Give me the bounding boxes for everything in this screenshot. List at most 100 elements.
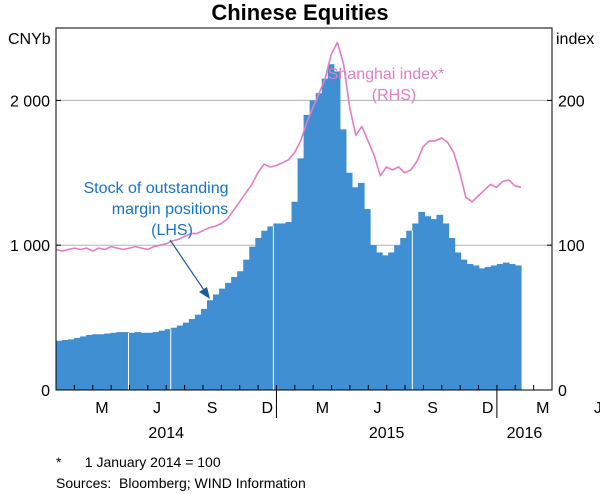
right-tick-label-1: 100 — [558, 238, 585, 255]
margin-label-line3: (LHS) — [151, 222, 193, 239]
margin-bar-23 — [194, 314, 202, 390]
margin-bar-66 — [454, 252, 462, 390]
margin-bar-2 — [68, 339, 75, 390]
margin-bar-20 — [176, 325, 184, 390]
margin-bar-62 — [430, 219, 438, 390]
margin-bar-61 — [424, 216, 432, 390]
margin-bar-1 — [62, 340, 69, 390]
right-axis-unit: index — [556, 31, 594, 48]
margin-bar-32 — [249, 246, 256, 390]
left-axis-unit: CNYb — [8, 31, 51, 48]
month-label-0: M — [95, 400, 108, 417]
year-label-0: 2014 — [148, 425, 184, 442]
margin-bar-38 — [285, 222, 293, 390]
margin-bar-53 — [376, 252, 383, 390]
margin-bar-64 — [442, 223, 450, 390]
margin-label-line2: margin positions — [112, 201, 229, 218]
plot-frame — [55, 27, 553, 391]
margin-bar-73 — [496, 264, 504, 390]
x-axis-year-labels: 2014 2015 2016 — [148, 390, 542, 442]
margin-bar-13 — [134, 332, 142, 390]
left-tick-label-1: 1 000 — [10, 238, 50, 255]
margin-bar-57 — [400, 237, 407, 390]
month-label-6: S — [427, 400, 438, 417]
margin-bar-15 — [146, 332, 154, 390]
margin-bar-52 — [370, 245, 377, 390]
margin-bar-69 — [472, 265, 480, 390]
right-tick-label-2: 200 — [558, 93, 585, 110]
left-tick-label-2: 2 000 — [10, 93, 50, 110]
margin-bar-19 — [170, 327, 178, 390]
margin-bar-14 — [140, 332, 148, 390]
margin-bar-47 — [339, 129, 347, 391]
footnote: * 1 January 2014 = 100 — [56, 454, 221, 470]
margin-bar-31 — [243, 259, 250, 390]
month-label-9: J — [594, 400, 600, 417]
margin-bar-59 — [412, 223, 419, 390]
year-label-1: 2015 — [369, 425, 405, 442]
margin-bar-74 — [502, 262, 510, 390]
margin-bar-39 — [291, 201, 299, 390]
margin-bar-41 — [303, 114, 311, 390]
margin-bar-26 — [213, 294, 220, 390]
left-tick-label-0: 0 — [41, 383, 50, 400]
margin-bar-44 — [321, 78, 329, 391]
margin-bar-70 — [478, 268, 486, 390]
margin-bar-46 — [333, 71, 341, 390]
margin-bar-35 — [267, 226, 275, 390]
margin-bar-24 — [200, 308, 208, 390]
margin-positions-bars — [56, 64, 522, 391]
margin-bar-8 — [104, 333, 111, 390]
left-axis-ticks: 0 1 000 2 000 — [10, 93, 61, 400]
margin-bar-0 — [56, 340, 63, 390]
margin-bar-10 — [116, 332, 124, 390]
margin-bar-22 — [188, 319, 196, 390]
margin-bar-60 — [418, 211, 425, 390]
margin-bar-34 — [261, 230, 268, 390]
month-label-4: M — [316, 400, 329, 417]
index-label-line2: (RHS) — [372, 87, 416, 104]
margin-bar-30 — [237, 271, 244, 390]
margin-bar-50 — [357, 182, 365, 390]
margin-bar-58 — [406, 230, 413, 390]
margin-bar-49 — [351, 187, 359, 390]
right-axis-ticks: 0 100 200 — [547, 93, 585, 400]
sources: Sources: Bloomberg; WIND Information — [56, 475, 306, 491]
margin-bar-42 — [309, 100, 317, 391]
margin-bar-7 — [98, 334, 105, 390]
margin-bar-40 — [297, 158, 305, 390]
margin-bar-25 — [206, 300, 214, 390]
margin-bar-28 — [225, 282, 232, 390]
margin-bar-55 — [388, 252, 395, 390]
margin-bar-76 — [514, 265, 522, 390]
margin-bar-72 — [490, 265, 498, 390]
margin-bar-68 — [466, 264, 474, 390]
margin-bar-54 — [382, 255, 389, 390]
month-label-5: J — [373, 400, 381, 417]
margin-bar-37 — [279, 223, 287, 390]
chart-title: Chinese Equities — [211, 0, 388, 25]
margin-bar-51 — [363, 209, 371, 390]
margin-label-arrow — [169, 239, 207, 294]
margin-bar-27 — [219, 288, 226, 390]
margin-bar-18 — [164, 329, 172, 390]
month-label-7: D — [482, 400, 494, 417]
margin-bar-6 — [92, 334, 99, 390]
month-label-3: D — [261, 400, 273, 417]
margin-bar-63 — [436, 214, 444, 390]
margin-bar-48 — [345, 172, 353, 390]
month-label-8: M — [536, 400, 549, 417]
index-label-line1: Shanghai index* — [328, 66, 445, 83]
margin-bar-29 — [231, 277, 238, 390]
margin-label-arrowhead — [199, 287, 210, 299]
margin-bar-67 — [460, 259, 468, 390]
year-label-2: 2016 — [507, 425, 543, 442]
margin-bar-33 — [255, 237, 262, 390]
shanghai-index-line — [55, 41, 522, 252]
month-label-2: S — [207, 400, 218, 417]
margin-bar-4 — [80, 336, 87, 390]
margin-bar-16 — [152, 332, 160, 390]
margin-bar-56 — [394, 245, 401, 390]
